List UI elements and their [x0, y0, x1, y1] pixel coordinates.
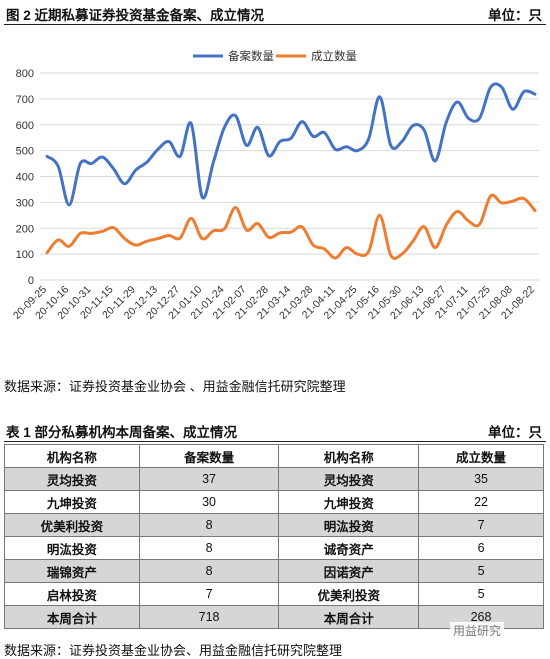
series-line-1: [45, 82, 537, 207]
cell-name: 本周合计: [4, 605, 140, 629]
cell-name: 因诺资产: [278, 559, 420, 583]
cell-value: 5: [418, 559, 544, 583]
cell-value: 718: [138, 605, 280, 629]
watermark: 用益研究: [450, 622, 505, 639]
table-title: 表 1 部分私募机构本周备案、成立情况: [6, 425, 238, 440]
figure-unit: 单位：只: [488, 8, 542, 23]
cell-value: 37: [138, 467, 280, 491]
cell-name: 九坤投资: [278, 490, 420, 514]
table-total-row: 本周合计 718 本周合计 268: [4, 605, 544, 629]
cell-name: 优美利投资: [278, 582, 420, 606]
y-tick-label: 100: [16, 249, 34, 261]
cell-value: 8: [138, 513, 280, 537]
cell-name: 明汯投资: [4, 536, 140, 560]
cell-name: 诚奇资产: [278, 536, 420, 560]
y-tick-label: 800: [16, 68, 34, 80]
cell-value: 35: [418, 467, 544, 491]
cell-value: 6: [418, 536, 544, 560]
y-tick-label: 400: [16, 172, 34, 184]
series-line-2: [45, 193, 537, 260]
col-header-filing-count: 备案数量: [138, 444, 280, 468]
institution-table: 机构名称 备案数量 机构名称 成立数量 灵均投资 37 灵均投资 35 九坤投资…: [4, 444, 544, 629]
y-tick-label: 600: [16, 120, 34, 132]
cell-name: 启林投资: [4, 582, 140, 606]
table-row: 灵均投资 37 灵均投资 35: [4, 467, 544, 491]
y-tick-label: 300: [16, 197, 34, 209]
cell-name: 优美利投资: [4, 513, 140, 537]
cell-value: 5: [418, 582, 544, 606]
cell-value: 22: [418, 490, 544, 514]
table-row: 九坤投资 30 九坤投资 22: [4, 490, 544, 514]
table-row: 启林投资 7 优美利投资 5: [4, 582, 544, 606]
table-row: 优美利投资 8 明汯投资 7: [4, 513, 544, 537]
y-tick-label: 0: [28, 275, 34, 287]
table-row: 瑞锦资产 8 因诺资产 5: [4, 559, 544, 583]
cell-value: 8: [138, 536, 280, 560]
line-chart: 010020030040050060070080020-09-2520-10-1…: [11, 49, 539, 322]
table-header: 表 1 部分私募机构本周备案、成立情况 单位：只: [4, 419, 546, 442]
table-source: 数据来源：证券投资基金业协会、用益金融信托研究院整理: [4, 643, 343, 658]
table-unit: 单位：只: [488, 425, 542, 440]
cell-value: 7: [138, 582, 280, 606]
cell-name: 灵均投资: [4, 467, 140, 491]
figure-header: 图 2 近期私募证券投资基金备案、成立情况 单位：只: [4, 2, 546, 25]
y-tick-label: 700: [16, 94, 34, 106]
cell-name: 瑞锦资产: [4, 559, 140, 583]
cell-name: 灵均投资: [278, 467, 420, 491]
cell-value: 7: [418, 513, 544, 537]
cell-value: 268: [418, 605, 544, 629]
cell-value: 8: [138, 559, 280, 583]
legend-label: 成立数量: [311, 49, 357, 63]
legend-label: 备案数量: [228, 49, 274, 63]
figure-title: 图 2 近期私募证券投资基金备案、成立情况: [6, 8, 265, 23]
cell-name: 明汯投资: [278, 513, 420, 537]
y-tick-label: 200: [16, 223, 34, 235]
col-header-established-count: 成立数量: [418, 444, 544, 468]
chart-source: 数据来源：证券投资基金业协会 、用益金融信托研究院整理: [4, 379, 346, 394]
cell-name: 本周合计: [278, 605, 420, 629]
cell-value: 30: [138, 490, 280, 514]
y-tick-label: 500: [16, 146, 34, 158]
col-header-institution: 机构名称: [278, 444, 420, 468]
col-header-institution: 机构名称: [4, 444, 140, 468]
table-row: 明汯投资 8 诚奇资产 6: [4, 536, 544, 560]
table-header-row: 机构名称 备案数量 机构名称 成立数量: [4, 444, 544, 468]
cell-name: 九坤投资: [4, 490, 140, 514]
